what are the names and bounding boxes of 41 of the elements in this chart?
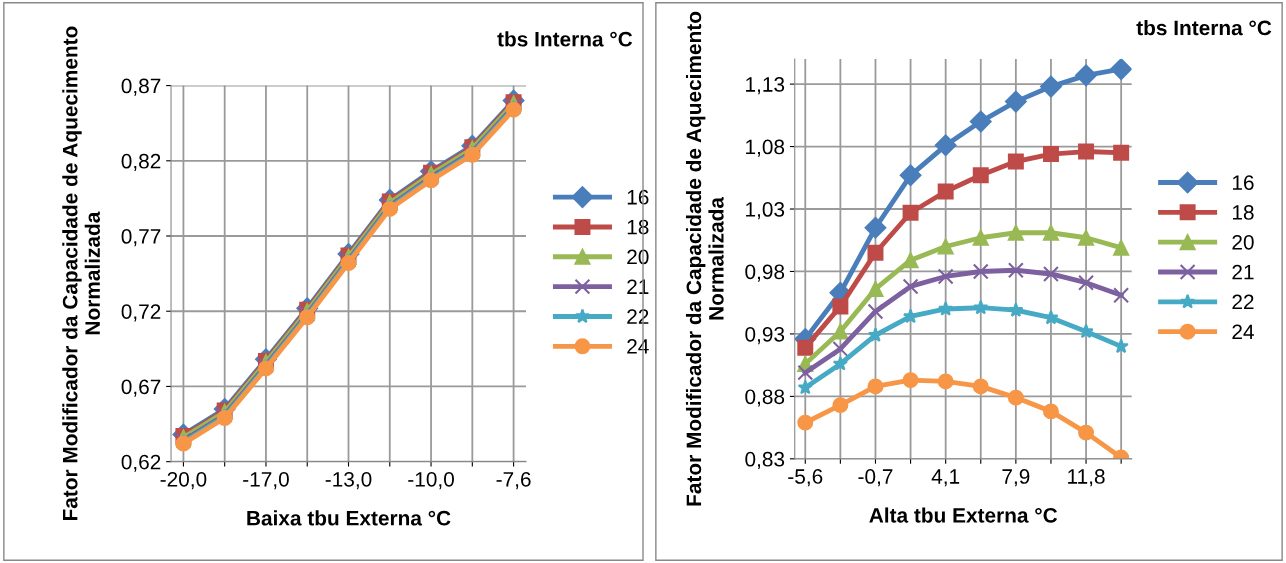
x-axis-title: Alta tbu Externa °C: [869, 507, 1058, 523]
y-tick-label: 0,98: [745, 264, 785, 282]
x-axis-title: Baixa tbu Externa °C: [247, 510, 451, 526]
x-tick-label: -5,6: [788, 469, 823, 487]
y-tick-label: 0,72: [121, 304, 161, 322]
legend-label: 18: [627, 219, 649, 235]
y-axis-title: Fator Modificador da Capacidade de Aquecimento Normalizada: [62, 26, 100, 521]
legend-label: 16: [627, 189, 649, 205]
y-tick-label: 1,08: [746, 139, 785, 157]
y-tick-label: 0,93: [745, 326, 785, 345]
legend-label: 24: [1232, 324, 1254, 339]
y-tick-label: 0,77: [121, 229, 161, 247]
x-tick-label: -17,0: [243, 471, 289, 490]
legend-label: 22: [1232, 294, 1254, 310]
legend-label: 18: [1232, 205, 1254, 220]
legend-label: 20: [1232, 234, 1254, 250]
y-tick-label: 0,87: [121, 78, 161, 96]
y-tick-label: 1,13: [746, 77, 785, 95]
y-tick-label: 0,82: [121, 153, 161, 172]
x-tick-label: 7,9: [1002, 469, 1030, 487]
y-tick-label: 0,83: [745, 451, 785, 470]
x-tick-label: -0,7: [858, 469, 893, 487]
legend-title: tbs Interna °C: [497, 31, 633, 47]
legend-label: 22: [627, 309, 649, 324]
legend-title: tbs Interna °C: [1136, 19, 1272, 36]
legend-label: 20: [627, 249, 649, 265]
legend-label: 21: [627, 279, 649, 294]
x-tick-label: -20,0: [160, 471, 207, 490]
x-tick-label: -10,0: [408, 471, 454, 490]
x-tick-label: -13,0: [325, 471, 372, 490]
x-tick-label: 4,1: [931, 469, 960, 487]
y-tick-label: 0,88: [745, 389, 785, 407]
y-axis-title: Fator Modificador da Capacidade de Aquecimento Normalizada: [685, 11, 724, 506]
x-tick-label: 11,8: [1068, 469, 1105, 487]
x-tick-label: -7,6: [496, 471, 531, 490]
y-tick-label: 0,67: [121, 379, 161, 397]
y-tick-label: 0,62: [121, 454, 161, 472]
legend-label: 21: [1232, 264, 1254, 280]
y-tick-label: 1,03: [746, 202, 785, 220]
legend-label: 16: [1232, 175, 1254, 190]
legend-label: 24: [627, 339, 649, 354]
